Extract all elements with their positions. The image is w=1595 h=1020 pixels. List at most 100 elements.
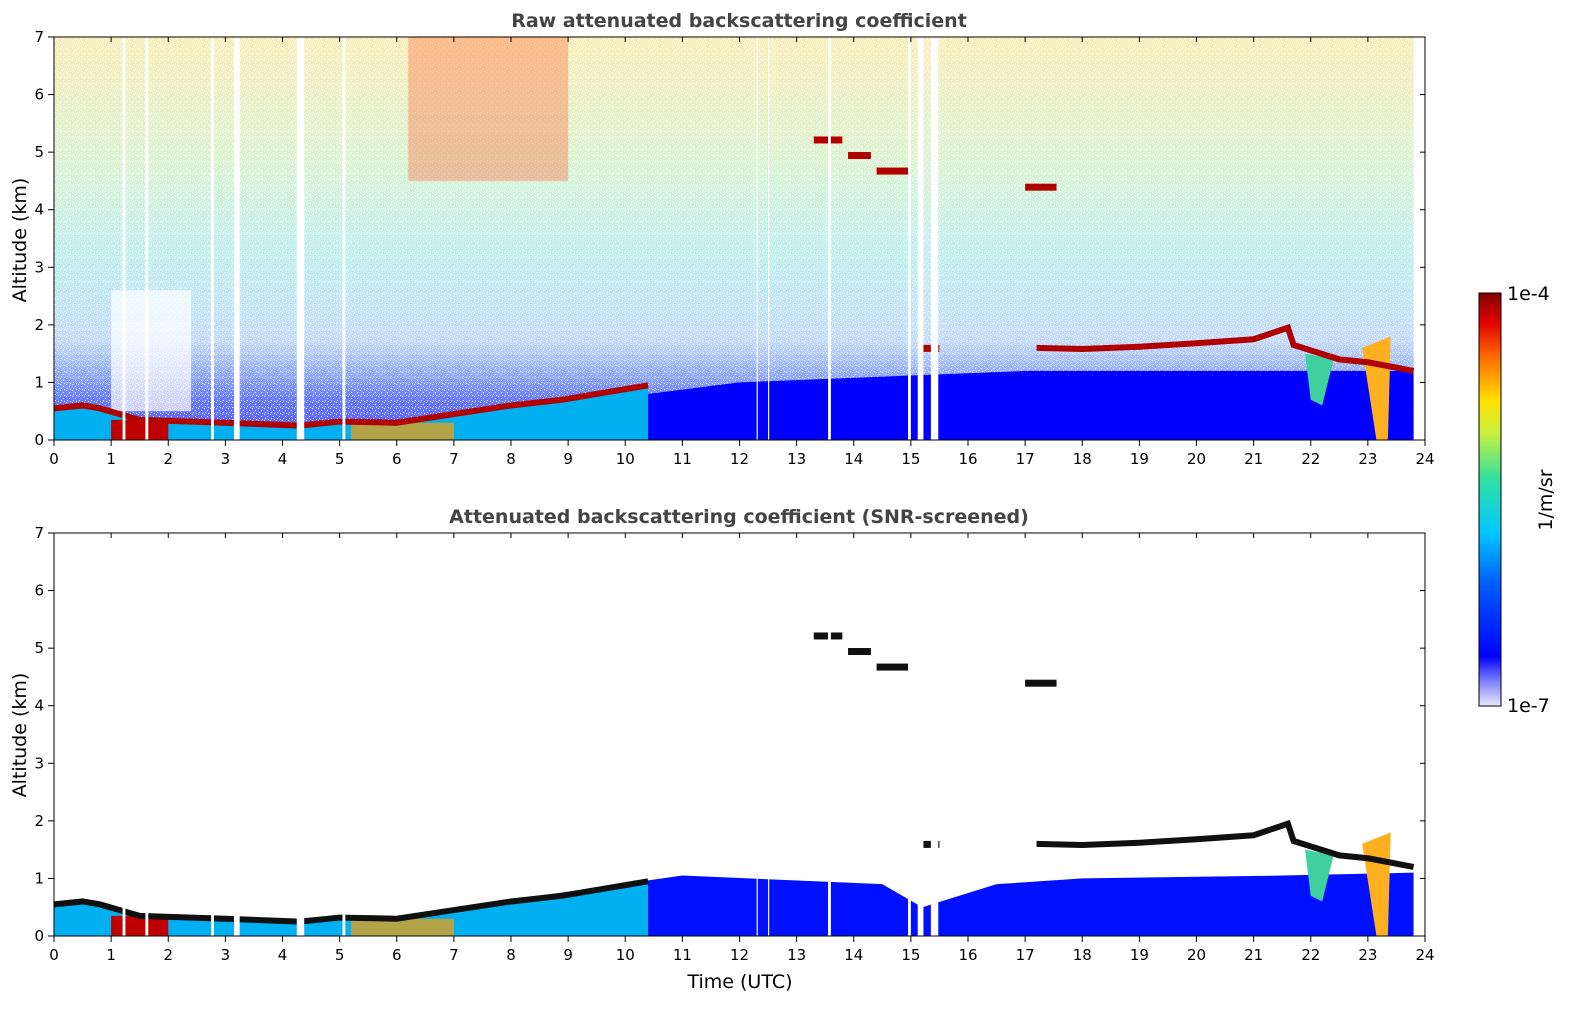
x-tick-label: 8	[506, 450, 516, 468]
x-tick-label: 4	[278, 450, 288, 468]
y-tick-label: 2	[34, 812, 44, 830]
x-tick-label: 5	[335, 450, 345, 468]
colorbar: 1e-4 1e-7 1/m/sr	[1478, 283, 1557, 717]
x-tick-label: 24	[1415, 450, 1434, 468]
data-gap	[342, 533, 346, 936]
x-tick-label: 16	[958, 946, 977, 964]
data-gap	[756, 37, 758, 440]
x-tick-label: 14	[844, 946, 863, 964]
x-tick-label: 20	[1187, 946, 1206, 964]
data-gap	[756, 533, 758, 936]
y-tick-label: 5	[34, 639, 44, 657]
x-tick-label: 2	[163, 450, 173, 468]
noise-band	[408, 37, 569, 181]
colorbar-max-label: 1e-4	[1507, 283, 1550, 305]
x-tick-label: 9	[563, 946, 573, 964]
x-tick-label: 9	[563, 450, 573, 468]
boundary-layer-line-afternoon	[1036, 819, 1415, 870]
x-tick-label: 20	[1187, 450, 1206, 468]
data-gap	[145, 533, 149, 936]
x-tick-label: 17	[1016, 450, 1035, 468]
x-tick-label: 18	[1073, 450, 1092, 468]
data-gap	[122, 533, 126, 936]
data-gap	[233, 37, 240, 440]
y-tick-label: 3	[34, 754, 44, 772]
y-tick-label: 3	[34, 258, 44, 276]
y-tick-label: 0	[34, 927, 44, 945]
y-tick-label: 1	[34, 373, 44, 391]
plot-area-screened: 0 1 2 3 4 5 6 7 8 9 10 11 12 13 14 15 16 17 18 19 20 21 22 23 24…	[34, 524, 1434, 964]
x-tick-label: 23	[1358, 450, 1377, 468]
boundary-layer-line-afternoon	[1036, 323, 1415, 374]
y-tick-label: 7	[34, 524, 44, 542]
x-tick-label: 10	[616, 946, 635, 964]
elevated-layer	[848, 152, 871, 160]
data-gap	[908, 37, 911, 440]
panel-title-screened: Attenuated backscattering coefficient (S…	[449, 506, 1029, 528]
data-gap	[828, 533, 831, 936]
y-tick-label: 6	[34, 86, 44, 104]
x-tick-label: 7	[449, 450, 459, 468]
data-gap	[233, 533, 240, 936]
x-tick-label: 11	[673, 946, 692, 964]
y-tick-label: 0	[34, 431, 44, 449]
elevated-layer	[1025, 183, 1057, 191]
panel-raw: Raw attenuated backscattering coefficien…	[9, 10, 1435, 468]
aerosol-core-2	[351, 422, 454, 440]
data-gap	[768, 37, 770, 440]
colorbar-min-label: 1e-7	[1507, 695, 1550, 717]
data-gap	[930, 533, 939, 936]
data-gap	[768, 533, 770, 936]
x-tick-label: 8	[506, 946, 516, 964]
elevated-layer	[876, 167, 911, 175]
data-gap	[917, 37, 924, 440]
x-tick-label: 0	[49, 450, 59, 468]
aerosol-core-2	[351, 918, 454, 936]
low-signal-region	[556, 370, 1414, 440]
data-gap	[296, 37, 305, 440]
data-gap	[828, 37, 831, 440]
data-gap	[211, 37, 214, 440]
x-tick-label: 1	[106, 450, 116, 468]
panel-title-raw: Raw attenuated backscattering coefficien…	[511, 10, 967, 32]
colorbar-gradient	[1478, 292, 1502, 707]
x-tick-label: 22	[1301, 946, 1320, 964]
data-gap	[930, 37, 939, 440]
x-tick-label: 14	[844, 450, 863, 468]
data-gap	[296, 533, 305, 936]
x-tick-label: 12	[730, 450, 749, 468]
x-tick-label: 10	[616, 450, 635, 468]
x-tick-label: 17	[1016, 946, 1035, 964]
y-tick-label: 6	[34, 582, 44, 600]
y-tick-label: 7	[34, 28, 44, 46]
data-gap	[145, 37, 149, 440]
y-tick-label: 2	[34, 316, 44, 334]
x-axis-label: Time (UTC)	[686, 971, 792, 993]
x-tick-label: 3	[221, 946, 231, 964]
x-tick-label: 15	[901, 946, 920, 964]
x-tick-label: 22	[1301, 450, 1320, 468]
x-tick-label: 2	[163, 946, 173, 964]
x-tick-label: 4	[278, 946, 288, 964]
x-tick-label: 6	[392, 946, 402, 964]
data-gap	[917, 533, 924, 936]
x-tick-label: 19	[1130, 946, 1149, 964]
y-tick-label: 4	[34, 697, 44, 715]
x-tick-label: 11	[673, 450, 692, 468]
elevated-layer	[1025, 679, 1057, 687]
x-tick-label: 3	[221, 450, 231, 468]
plot-frame	[53, 532, 1426, 937]
x-tick-label: 23	[1358, 946, 1377, 964]
plume-22	[1305, 849, 1334, 902]
data-gap	[342, 37, 346, 440]
colorbar-unit-label: 1/m/sr	[1535, 469, 1557, 530]
x-tick-label: 7	[449, 946, 459, 964]
data-gap	[211, 533, 214, 936]
x-tick-label: 15	[901, 450, 920, 468]
x-tick-label: 21	[1244, 450, 1263, 468]
boundary-layer-line-morning	[54, 878, 649, 925]
boundary-layer-fill	[54, 385, 649, 440]
x-tick-label: 12	[730, 946, 749, 964]
x-tick-label: 16	[958, 450, 977, 468]
